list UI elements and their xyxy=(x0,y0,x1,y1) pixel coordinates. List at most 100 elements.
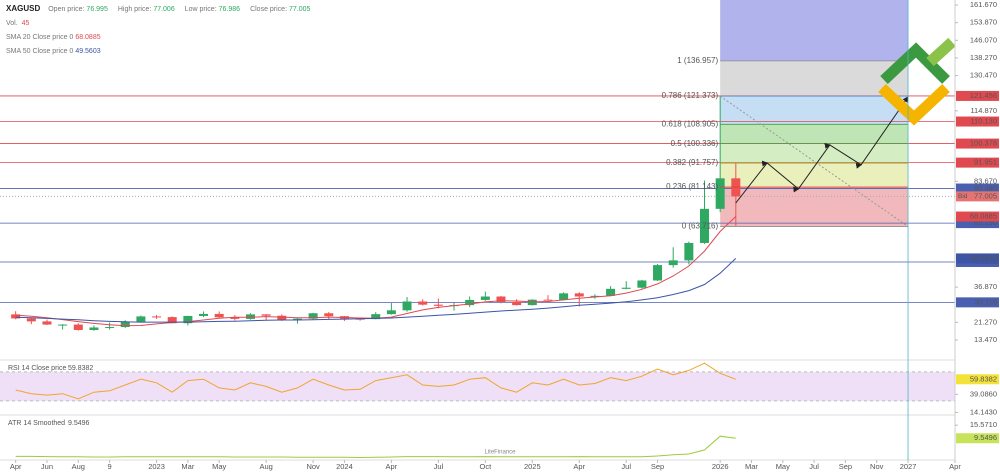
candle-body xyxy=(386,310,396,315)
candle-body xyxy=(402,301,412,311)
level-tag: 91.951 xyxy=(974,158,997,167)
x-tick-label: 2026 xyxy=(712,462,729,471)
x-tick-label: Mar xyxy=(745,462,758,471)
x-tick-label: Apr xyxy=(386,462,398,471)
candle-body xyxy=(214,313,224,318)
x-tick-label: 9 xyxy=(108,462,112,471)
candle-body xyxy=(230,317,240,319)
ohlc-label: Open price: xyxy=(48,6,85,13)
ohlc-value: 77.005 xyxy=(289,6,311,13)
candle-body xyxy=(371,314,381,320)
fib-zone xyxy=(720,96,909,125)
fib-label: 0.236 (81.143) xyxy=(666,182,718,191)
y-tick-label: 39.0860 xyxy=(970,389,997,398)
symbol: XAGUSD xyxy=(6,4,41,13)
candle-body xyxy=(277,315,287,321)
indicator-row: SMA 20 Close price 0 68.0885 xyxy=(6,31,320,45)
ohlc-row: XAGUSD Open price: 76.995 High price: 77.006… xyxy=(6,2,320,17)
x-tick-label: Aug xyxy=(72,462,85,471)
volume-label: Vol. xyxy=(6,20,18,27)
candle-body xyxy=(606,288,616,296)
x-tick-label: Jul xyxy=(621,462,631,471)
candle-body xyxy=(559,293,569,300)
level-tag-bg xyxy=(956,138,999,149)
candle-body xyxy=(261,314,271,316)
candle-body xyxy=(136,316,146,322)
y-tick-label: 14.1430 xyxy=(970,407,997,416)
level-tag: 100.378 xyxy=(970,139,997,148)
indicator-name: SMA 20 Close price 0 xyxy=(6,34,74,41)
candle-body xyxy=(590,295,600,297)
level-tag-bg xyxy=(956,183,999,194)
y-tick-label: 83.670 xyxy=(974,176,997,185)
x-tick-label: Apr xyxy=(10,462,22,471)
sma-tag-bg xyxy=(956,253,999,264)
level-tag: 80.480 xyxy=(974,184,997,193)
ohlc-value: 76.995 xyxy=(86,6,108,13)
fib-zone xyxy=(720,187,909,227)
candle-body xyxy=(292,318,302,321)
candle-body xyxy=(11,314,21,319)
candle-body xyxy=(89,327,99,330)
atr-tag-bg xyxy=(956,433,999,444)
ohlc-value: 76.986 xyxy=(218,6,241,13)
candle-body xyxy=(42,321,52,325)
candle-body xyxy=(105,327,115,329)
y-tick-label: 161.670 xyxy=(970,0,997,9)
candle-body xyxy=(418,301,428,305)
sma-tag-bg xyxy=(956,211,999,222)
y-tick-label: 36.870 xyxy=(974,282,997,291)
ohlc-value: 77.006 xyxy=(153,6,175,13)
candle-body xyxy=(183,315,193,324)
x-tick-label: May xyxy=(776,462,790,471)
chart-header: XAGUSD Open price: 76.995 High price: 77.006… xyxy=(6,2,320,59)
level-tag-bg xyxy=(956,116,999,127)
rsi-band xyxy=(0,371,955,401)
candle-body xyxy=(684,242,694,261)
candle-body xyxy=(73,324,83,330)
atr-line xyxy=(15,435,736,459)
bid-tag: 77.005 xyxy=(974,191,997,200)
level-tag-bg xyxy=(956,90,999,101)
atr-panel xyxy=(15,435,736,459)
level-tag: 30.118 xyxy=(975,297,997,306)
candle-body xyxy=(512,301,522,306)
level-tag: 121.456 xyxy=(970,91,997,100)
indicator-value: 68.0885 xyxy=(75,34,101,41)
candle-body xyxy=(324,313,334,317)
logo xyxy=(878,37,956,126)
atr-tag: 9.5496 xyxy=(974,433,997,442)
projection xyxy=(735,96,909,204)
x-tick-label: Apr xyxy=(949,462,961,471)
x-tick-label: Nov xyxy=(306,462,320,471)
rsi-tag-bg xyxy=(956,374,999,385)
fib-zone-top xyxy=(720,0,909,61)
x-tick-label: Jul xyxy=(434,462,444,471)
candle-body xyxy=(543,299,553,301)
candle-body xyxy=(245,314,255,319)
volume-value: 45 xyxy=(21,20,30,27)
x-tick-label: Apr xyxy=(573,462,585,471)
fib-zone xyxy=(720,143,909,164)
x-tick-label: 2025 xyxy=(524,462,541,471)
fib-zone xyxy=(720,124,909,144)
rsi-panel xyxy=(0,362,955,402)
candle-body xyxy=(120,321,130,328)
x-tick-label: Jul xyxy=(809,462,819,471)
indicator-rows: SMA 20 Close price 0 68.0885 SMA 50 Close … xyxy=(6,31,320,59)
x-tick-label: 2024 xyxy=(336,462,353,471)
y-tick-label: 114.870 xyxy=(970,106,997,115)
x-tick-label: Aug xyxy=(259,462,272,471)
level-tag-bg xyxy=(956,157,999,168)
rsi-title: RSI 14 Close price xyxy=(8,365,66,372)
fib-label: 1 (136.957) xyxy=(677,56,718,65)
x-tick-label: May xyxy=(212,462,226,471)
indicator-value: 49.5603 xyxy=(75,48,101,55)
x-tick-label: Nov xyxy=(870,462,884,471)
fib-label: 0.5 (100.336) xyxy=(671,139,719,148)
ohlc-label: Close price: xyxy=(250,6,288,13)
candle-body xyxy=(433,304,443,306)
candle-body xyxy=(58,324,68,326)
